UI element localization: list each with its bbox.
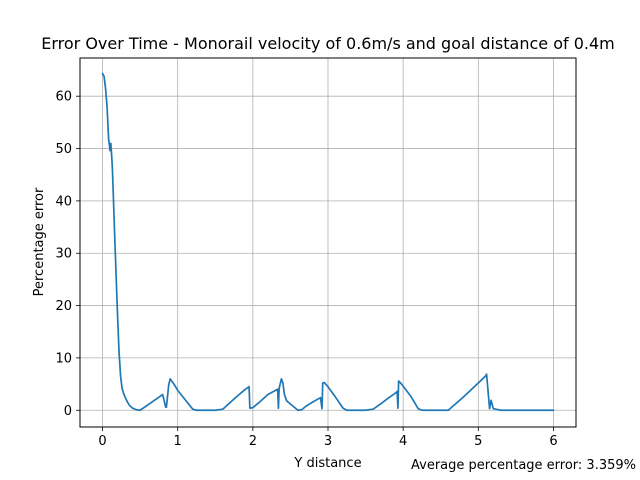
y-tick-label: 60 [55,90,72,105]
y-tick-label: 20 [55,299,72,314]
y-tick-label: 30 [55,247,72,262]
x-tick-label: 2 [249,434,257,449]
y-axis-label: Percentage error [32,187,47,296]
series-line [101,72,555,412]
x-tick-label: 1 [174,434,182,449]
x-tick-label: 4 [399,434,407,449]
x-tick-label: 5 [474,434,482,449]
y-tick-label: 10 [55,351,72,366]
x-tick-label: 3 [324,434,332,449]
y-axis-ticks: 0 10 20 30 40 50 60 [55,90,80,419]
average-error-annotation: Average percentage error: 3.359% [411,458,636,473]
y-tick-label: 0 [64,404,72,419]
series-layer [101,72,555,412]
x-axis-label: Y distance [293,456,361,471]
x-tick-label: 0 [98,434,106,449]
x-tick-label: 6 [549,434,557,449]
grid [80,58,576,427]
y-tick-label: 40 [55,194,72,209]
x-axis-ticks: 0 1 2 3 4 5 6 [98,427,558,449]
y-tick-label: 50 [55,142,72,157]
chart-title: Error Over Time - Monorail velocity of 0… [41,34,615,53]
